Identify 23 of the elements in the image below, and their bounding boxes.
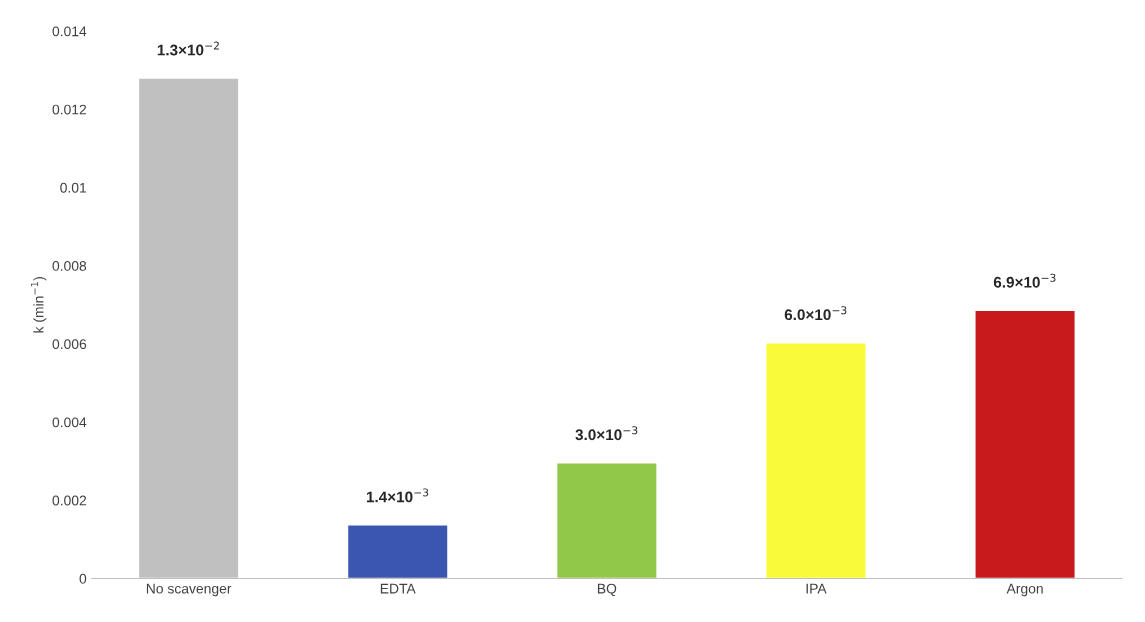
x-tick-label: IPA <box>806 583 827 594</box>
bar <box>555 462 658 579</box>
y-tick-label: 0.006 <box>52 339 87 350</box>
x-tick-label: Argon <box>1006 583 1043 597</box>
y-axis-title: k (min$^{−1}$) <box>31 277 47 333</box>
x-tick-label: BQ <box>597 583 617 597</box>
data-label: 6.9×10$^{−3}$ <box>993 273 1056 288</box>
data-label: 6.0×10$^{−3}$ <box>784 306 847 321</box>
x-tick-label: EDTA <box>380 583 416 594</box>
bar <box>974 309 1076 579</box>
y-tick-label: 0.014 <box>52 26 87 37</box>
bar <box>346 524 449 579</box>
data-label: 3.0×10$^{−3}$ <box>575 426 638 441</box>
bar <box>765 342 867 579</box>
data-label: 1.4×10$^{−3}$ <box>366 488 429 503</box>
y-tick-label: 0.008 <box>52 261 87 271</box>
data-label: 1.3×10$^{−2}$ <box>157 41 219 56</box>
x-tick-label: No scavenger <box>146 583 232 597</box>
y-tick-label: 0.004 <box>52 417 87 428</box>
y-tick-label: 0.01 <box>60 182 87 193</box>
y-tick-label: 0 <box>79 573 87 584</box>
y-tick-label: 0.002 <box>52 495 87 506</box>
y-tick-label: 0.012 <box>52 104 87 115</box>
